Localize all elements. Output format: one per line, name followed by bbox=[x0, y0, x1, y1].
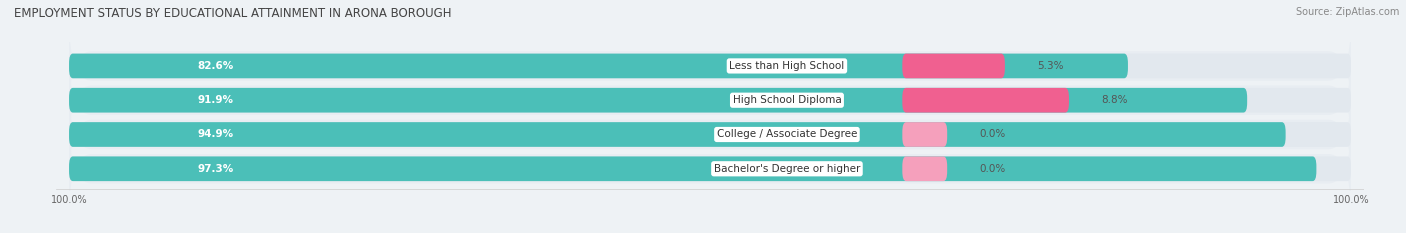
Text: Bachelor's Degree or higher: Bachelor's Degree or higher bbox=[714, 164, 860, 174]
FancyBboxPatch shape bbox=[69, 122, 1285, 147]
FancyBboxPatch shape bbox=[69, 19, 1351, 113]
FancyBboxPatch shape bbox=[69, 156, 1316, 181]
Text: High School Diploma: High School Diploma bbox=[733, 95, 841, 105]
FancyBboxPatch shape bbox=[69, 88, 1351, 113]
Text: 5.3%: 5.3% bbox=[1038, 61, 1063, 71]
FancyBboxPatch shape bbox=[69, 88, 1351, 182]
FancyBboxPatch shape bbox=[69, 122, 1351, 147]
Text: 91.9%: 91.9% bbox=[197, 95, 233, 105]
FancyBboxPatch shape bbox=[69, 54, 1128, 78]
FancyBboxPatch shape bbox=[69, 54, 1351, 78]
FancyBboxPatch shape bbox=[903, 88, 1069, 113]
Text: Less than High School: Less than High School bbox=[730, 61, 845, 71]
Text: 8.8%: 8.8% bbox=[1101, 95, 1128, 105]
FancyBboxPatch shape bbox=[69, 122, 1351, 216]
Text: EMPLOYMENT STATUS BY EDUCATIONAL ATTAINMENT IN ARONA BOROUGH: EMPLOYMENT STATUS BY EDUCATIONAL ATTAINM… bbox=[14, 7, 451, 20]
FancyBboxPatch shape bbox=[69, 156, 1351, 181]
Text: College / Associate Degree: College / Associate Degree bbox=[717, 130, 858, 140]
FancyBboxPatch shape bbox=[903, 156, 948, 181]
Text: 97.3%: 97.3% bbox=[197, 164, 233, 174]
Text: 82.6%: 82.6% bbox=[197, 61, 233, 71]
Text: Source: ZipAtlas.com: Source: ZipAtlas.com bbox=[1295, 7, 1399, 17]
Text: 0.0%: 0.0% bbox=[979, 164, 1005, 174]
FancyBboxPatch shape bbox=[69, 53, 1351, 147]
Text: 94.9%: 94.9% bbox=[197, 130, 233, 140]
Text: 0.0%: 0.0% bbox=[979, 130, 1005, 140]
FancyBboxPatch shape bbox=[903, 54, 1005, 78]
FancyBboxPatch shape bbox=[903, 122, 948, 147]
FancyBboxPatch shape bbox=[69, 88, 1247, 113]
